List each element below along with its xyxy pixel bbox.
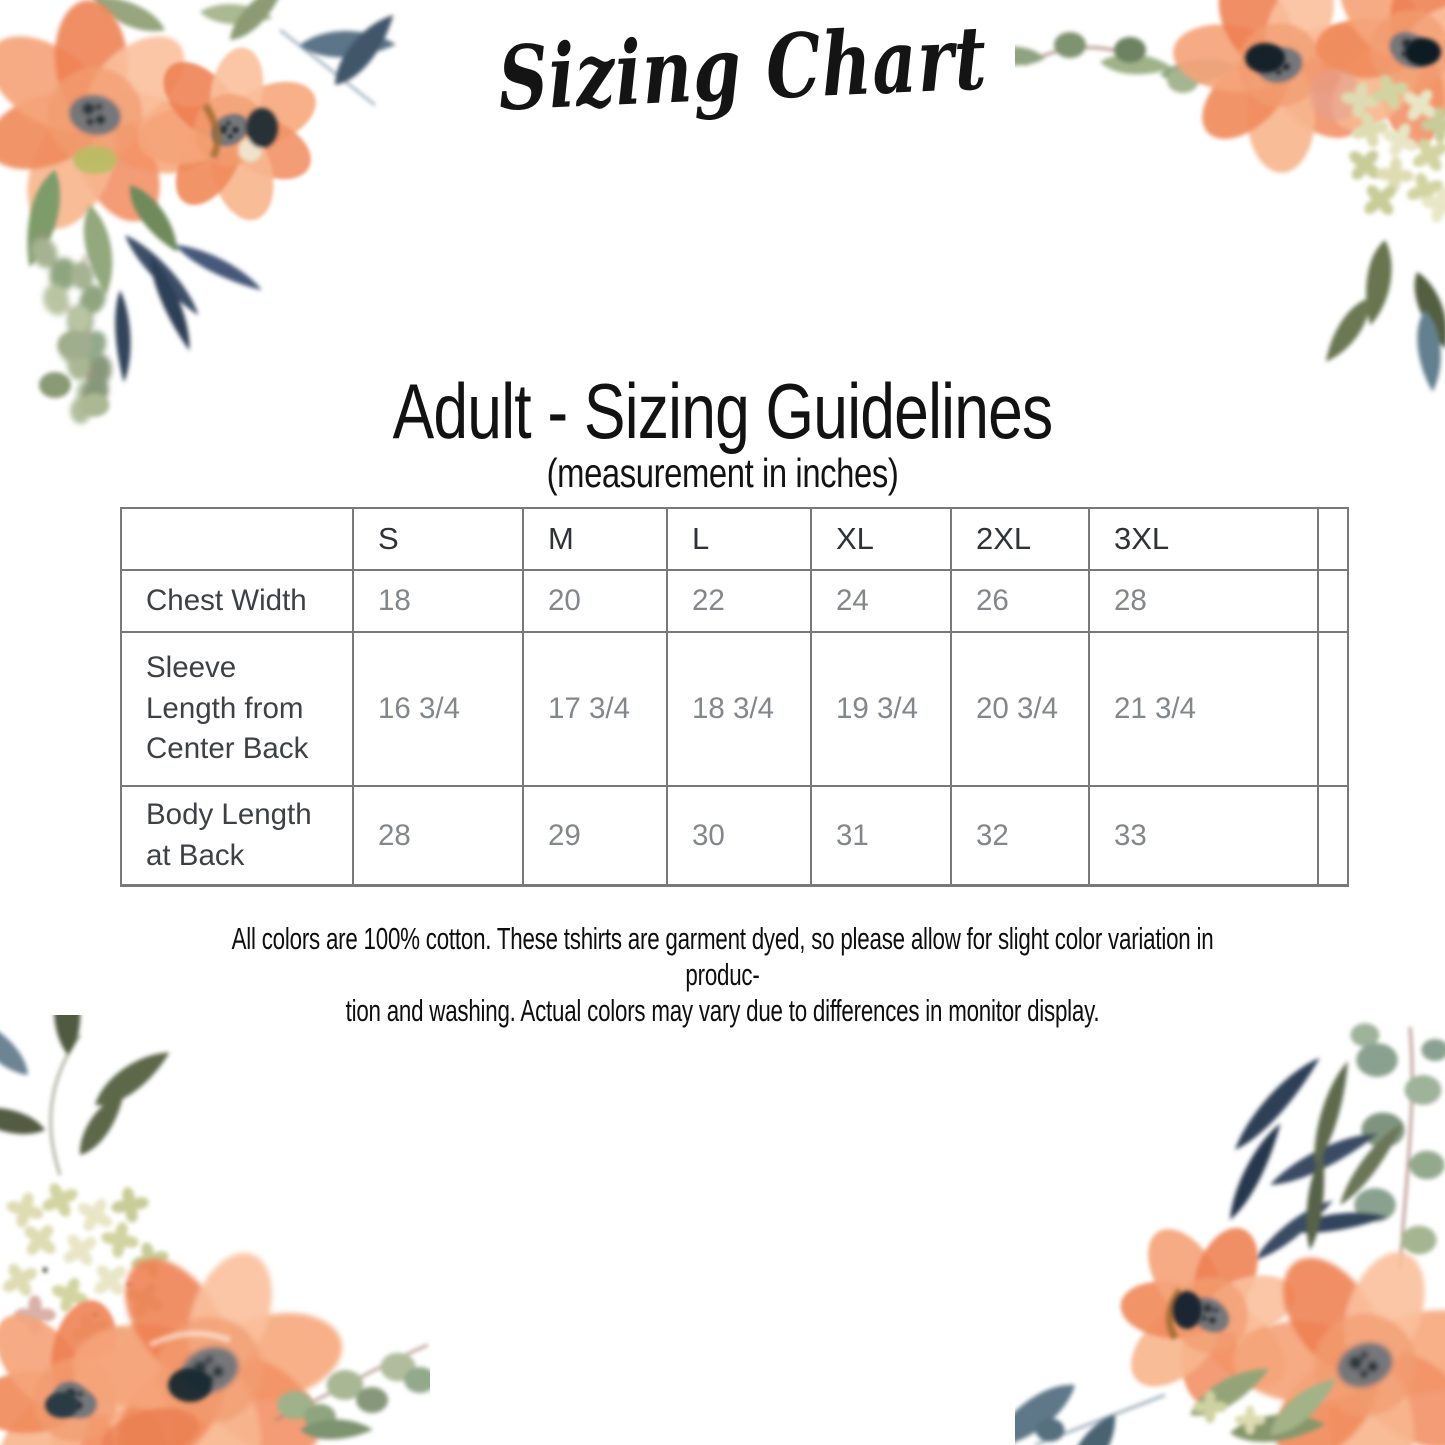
table-row-body-length: Body Length at Back 28 29 30 31 32 33 bbox=[120, 785, 1349, 887]
size-value: 24 bbox=[810, 569, 952, 633]
size-col-header-m: M bbox=[522, 507, 668, 571]
size-value: 20 3/4 bbox=[950, 631, 1090, 787]
size-col-header-l: L bbox=[666, 507, 812, 571]
size-value: 28 bbox=[352, 785, 524, 887]
section-heading: Adult - Sizing Guidelines bbox=[392, 367, 1054, 455]
size-value: 16 3/4 bbox=[352, 631, 524, 787]
row-label: Chest Width bbox=[120, 569, 354, 633]
floral-decoration-bottom-left bbox=[0, 1015, 430, 1445]
size-value: 17 3/4 bbox=[522, 631, 668, 787]
size-value: 19 3/4 bbox=[810, 631, 952, 787]
floral-decoration-bottom-right bbox=[1015, 1023, 1445, 1445]
table-row-sleeve-length: Sleeve Length from Center Back 16 3/4 17… bbox=[120, 631, 1349, 787]
size-table-header-row: S M L XL 2XL 3XL bbox=[120, 507, 1349, 571]
disclaimer-line-1: All colors are 100% cotton. These tshirt… bbox=[231, 921, 1214, 992]
size-value: 28 bbox=[1088, 569, 1319, 633]
border-stub bbox=[1317, 785, 1349, 887]
row-label: Body Length at Back bbox=[120, 785, 354, 887]
size-value: 18 bbox=[352, 569, 524, 633]
size-value: 29 bbox=[522, 785, 668, 887]
size-value: 32 bbox=[950, 785, 1090, 887]
size-col-header-2xl: 2XL bbox=[950, 507, 1090, 571]
size-col-header-xl: XL bbox=[810, 507, 952, 571]
size-col-header-3xl: 3XL bbox=[1088, 507, 1319, 571]
border-stub bbox=[1317, 569, 1349, 633]
size-value: 33 bbox=[1088, 785, 1319, 887]
section-subheading: (measurement in inches) bbox=[546, 450, 899, 496]
disclaimer-line-2: tion and washing. Actual colors may vary… bbox=[345, 992, 1100, 1028]
size-value: 26 bbox=[950, 569, 1090, 633]
border-stub bbox=[1317, 507, 1349, 571]
size-value: 20 bbox=[522, 569, 668, 633]
row-label: Sleeve Length from Center Back bbox=[120, 631, 354, 787]
header-blank-cell bbox=[120, 507, 354, 571]
size-col-header-s: S bbox=[352, 507, 524, 571]
size-value: 22 bbox=[666, 569, 812, 633]
size-value: 30 bbox=[666, 785, 812, 887]
size-value: 31 bbox=[810, 785, 952, 887]
table-row-chest-width: Chest Width 18 20 22 24 26 28 bbox=[120, 569, 1349, 633]
border-stub bbox=[1317, 631, 1349, 787]
size-value: 18 3/4 bbox=[666, 631, 812, 787]
size-value: 21 3/4 bbox=[1088, 631, 1319, 787]
disclaimer-text: All colors are 100% cotton. These tshirt… bbox=[202, 921, 1242, 1029]
page-title: Sizing Chart bbox=[496, 5, 989, 131]
size-table: S M L XL 2XL 3XL Chest Width 18 20 22 24… bbox=[120, 507, 1349, 887]
